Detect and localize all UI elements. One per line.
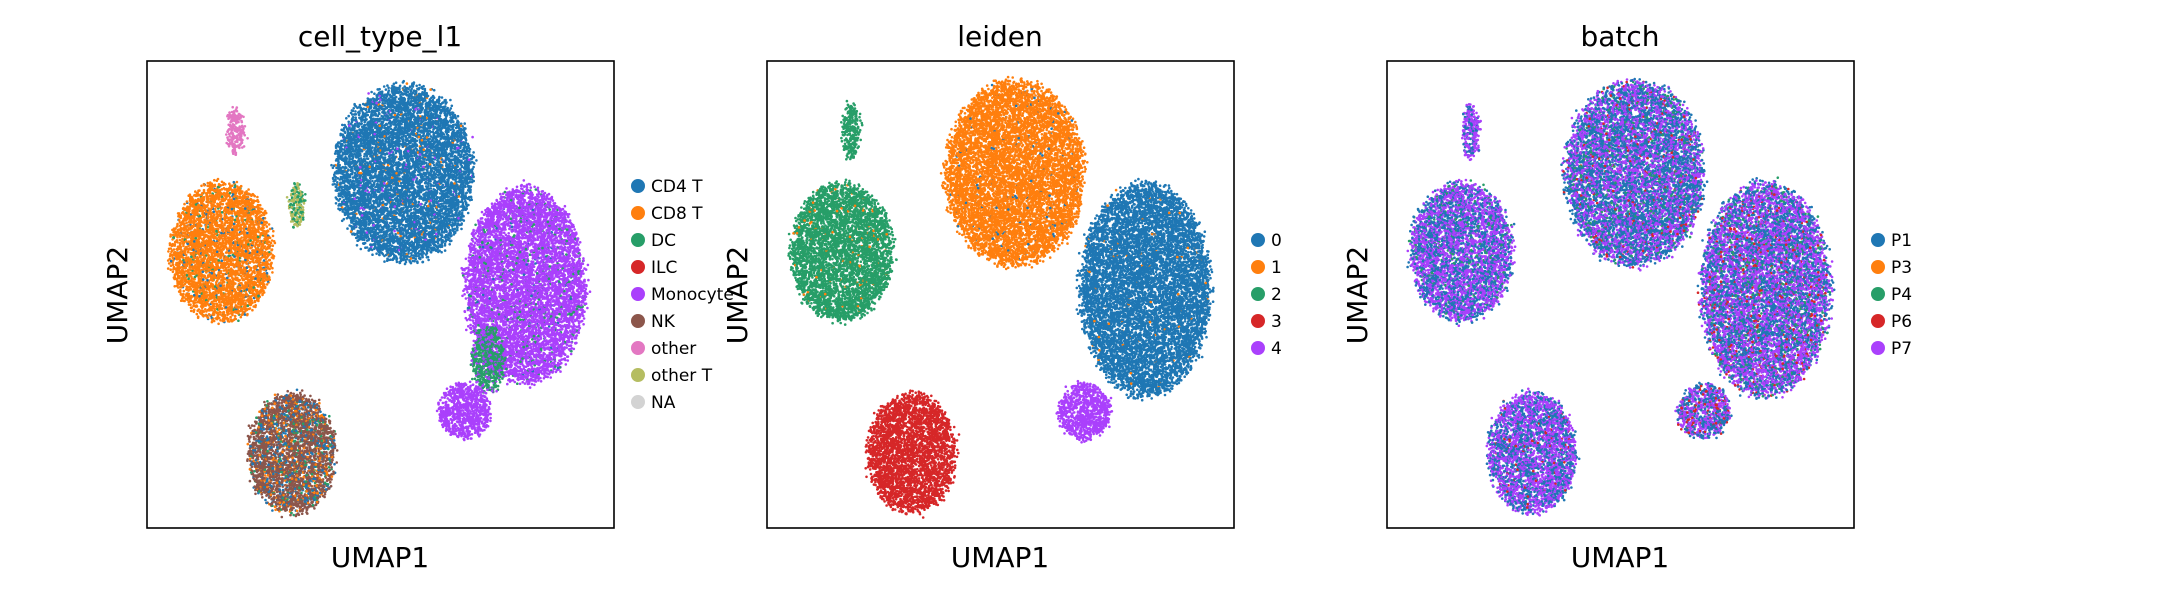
scatter-point <box>444 249 447 252</box>
scatter-point <box>360 248 363 251</box>
scatter-point <box>471 136 474 139</box>
scatter-points <box>167 80 591 518</box>
scatter-point <box>353 103 356 106</box>
scatter-point <box>467 212 470 215</box>
scatter-point <box>415 85 418 88</box>
scatter-point <box>463 219 466 222</box>
scatter-point <box>347 115 350 118</box>
scatter-point <box>417 174 420 177</box>
scatter-point <box>461 212 464 215</box>
scatter-point <box>356 244 359 247</box>
scatter-point <box>377 115 380 118</box>
scatter-point <box>387 87 390 90</box>
panel-title: cell_type_l1 <box>298 20 462 53</box>
scatter-point <box>418 84 421 87</box>
scatter-point <box>383 260 386 263</box>
scatter-point <box>463 122 466 125</box>
scatter-point <box>403 99 406 102</box>
scatter-point <box>394 233 397 236</box>
scatter-point <box>475 159 478 162</box>
